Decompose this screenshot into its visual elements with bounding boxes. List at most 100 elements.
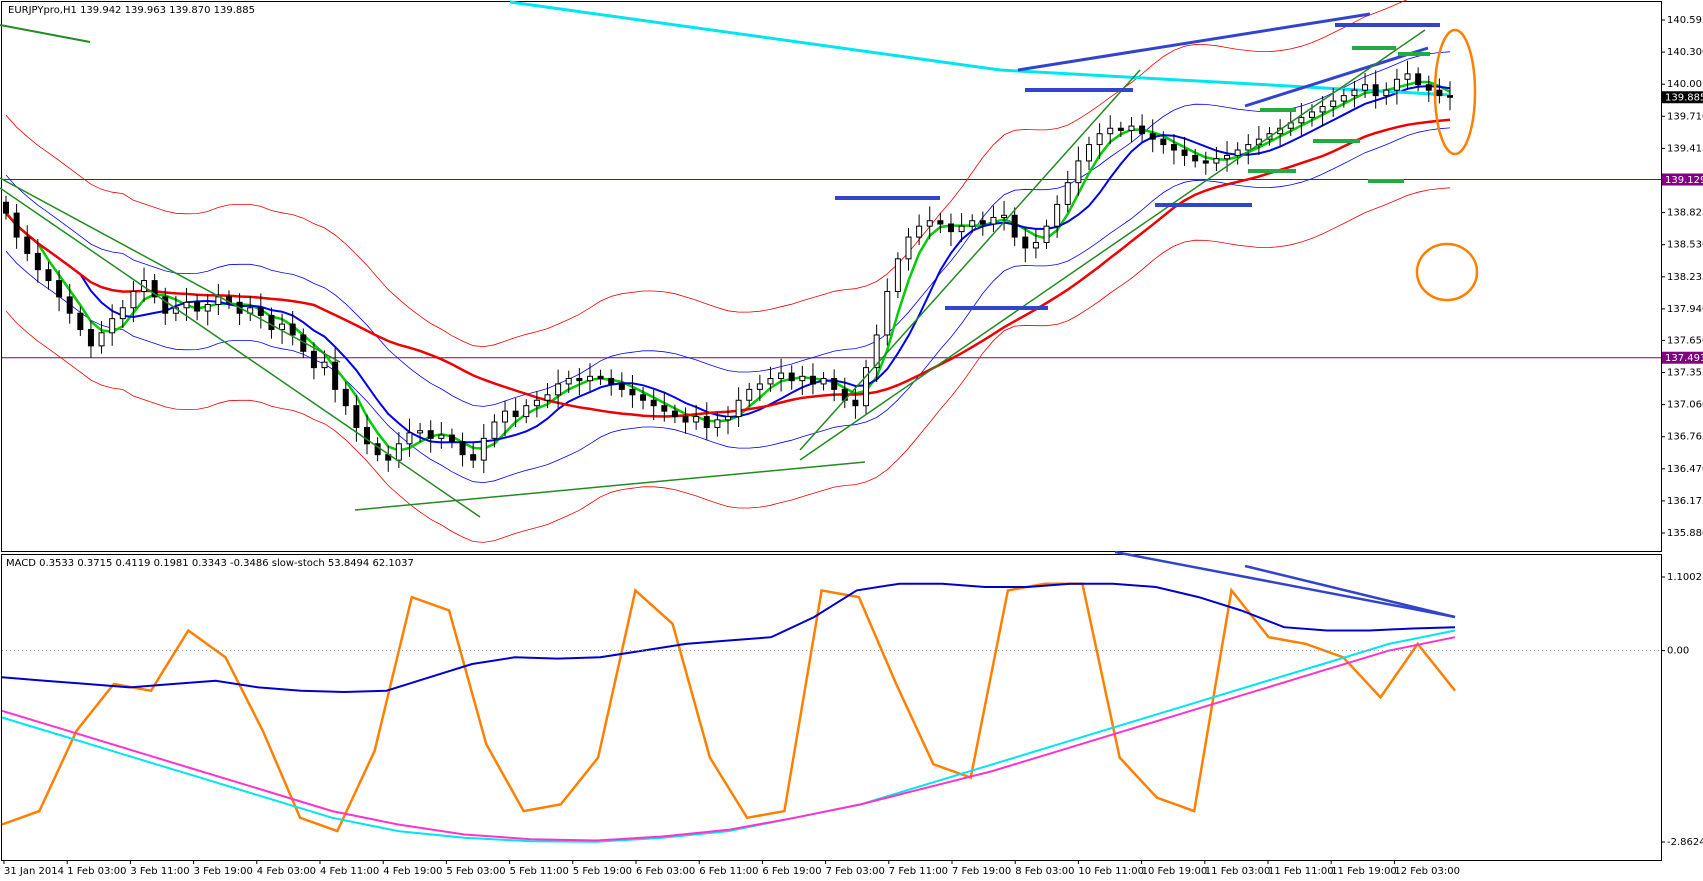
candle-body <box>990 216 997 225</box>
candle-body <box>693 416 700 423</box>
time-tick-label: 10 Feb 19:00 <box>1142 866 1208 877</box>
candle-body <box>831 378 838 390</box>
candle-body <box>979 220 986 225</box>
trend-line <box>0 177 341 363</box>
candle-body <box>958 225 965 233</box>
candle-body <box>151 280 158 298</box>
candle-body <box>618 383 625 390</box>
candle-body <box>162 296 169 314</box>
candle-body <box>1224 154 1231 160</box>
candle-body <box>257 307 264 316</box>
price-badge <box>1662 351 1703 364</box>
candle-body <box>1128 125 1135 131</box>
time-tick-label: 6 Feb 19:00 <box>762 866 821 877</box>
macd-title: MACD 0.3533 0.3715 0.4119 0.1981 0.3343 … <box>6 558 414 569</box>
candle-body <box>1372 84 1379 97</box>
candle-body <box>1404 73 1411 80</box>
candle-body <box>555 383 562 396</box>
time-tick-label: 11 Feb 19:00 <box>1331 866 1397 877</box>
trend-line <box>1017 12 1371 72</box>
envelope-band <box>5 0 1408 348</box>
time-tick-label: 11 Feb 03:00 <box>1205 866 1271 877</box>
envelope-band <box>5 127 1451 484</box>
macd-lines <box>1 550 1456 843</box>
time-tick-label: 7 Feb 03:00 <box>826 866 885 877</box>
candle-body <box>894 258 901 292</box>
candle-body <box>1170 144 1177 151</box>
annotations <box>0 12 1479 518</box>
candle-body <box>417 430 424 434</box>
candle-body <box>480 437 487 461</box>
candle-body <box>884 290 891 336</box>
macd-trend-line <box>1114 550 1456 619</box>
candle-body <box>905 236 912 260</box>
candle-body <box>268 314 275 331</box>
candle-body <box>310 350 317 369</box>
candle-body <box>279 323 286 331</box>
candle-body <box>767 378 774 385</box>
candle-body <box>820 378 827 385</box>
candle-body <box>364 426 370 445</box>
candle-body <box>799 375 806 382</box>
price-axis: 140.595 140.300 140.005 139.710 139.415 139.1… <box>1661 15 1703 539</box>
candle-body <box>1043 225 1050 243</box>
price-badge-label: 137.491 <box>1665 353 1703 364</box>
macd-tick-label: 0.00 <box>1667 646 1689 657</box>
candle-body <box>629 388 636 396</box>
candle-body <box>45 269 52 282</box>
candle-body <box>1308 111 1315 118</box>
candle-body <box>459 441 466 456</box>
price-tick-label: 137.940 <box>1667 304 1703 315</box>
time-tick-label: 4 Feb 11:00 <box>320 866 379 877</box>
price-badges: 139.885 139.129 137.491 <box>1662 91 1703 364</box>
macd-axis: 1.1002 0.00 -2.8624 <box>2 572 1703 848</box>
time-tick-label: 6 Feb 03:00 <box>636 866 695 877</box>
candle-body <box>788 372 795 382</box>
price-tick-label: 138.235 <box>1667 272 1703 283</box>
candle-body <box>1011 214 1018 238</box>
candle-body <box>1107 127 1114 135</box>
candle-body <box>56 280 63 298</box>
time-tick-label: 5 Feb 11:00 <box>510 866 569 877</box>
candle-body <box>746 388 753 401</box>
candle-body <box>586 375 593 382</box>
price-tick-label: 138.530 <box>1667 240 1703 251</box>
time-axis: 31 Jan 2014 1 Feb 03:00 3 Feb 11:00 3 Feb 1… <box>3 860 1460 877</box>
time-tick-label: 31 Jan 2014 <box>4 866 64 877</box>
candle-body <box>937 220 944 225</box>
candle-body <box>650 399 657 407</box>
candle-body <box>671 410 678 418</box>
candle-body <box>1393 78 1400 91</box>
candle-body <box>608 378 615 385</box>
candle-body <box>1351 89 1358 97</box>
macd-series-line <box>1 582 1456 694</box>
price-tick-label: 136.470 <box>1667 464 1703 475</box>
price-badge-label: 139.129 <box>1665 175 1703 186</box>
price-tick-label: 136.175 <box>1667 496 1703 507</box>
macd-series-line <box>1 582 1456 833</box>
price-tick-label: 137.060 <box>1667 400 1703 411</box>
candle-body <box>1319 105 1326 113</box>
candle-body <box>533 399 540 407</box>
candle-body <box>1022 236 1029 249</box>
candle-body <box>395 443 402 461</box>
candle-body <box>523 405 530 418</box>
candle-body <box>502 410 509 423</box>
candle-body <box>597 375 604 380</box>
macd-trend-line <box>1244 564 1456 619</box>
time-tick-label: 3 Feb 19:00 <box>194 866 253 877</box>
candle-body <box>725 416 731 421</box>
price-tick-label: 137.355 <box>1667 368 1703 379</box>
candle-body <box>194 301 201 312</box>
envelope-band <box>5 187 1451 543</box>
candle-body <box>873 334 880 369</box>
candle-body <box>565 378 572 385</box>
trend-line <box>1244 46 1429 108</box>
candle-body <box>130 290 137 309</box>
candle-body <box>661 405 668 412</box>
envelope-band <box>5 51 1451 407</box>
candle-body <box>544 394 551 401</box>
time-tick-label: 3 Feb 11:00 <box>130 866 189 877</box>
candle-body <box>969 220 976 227</box>
